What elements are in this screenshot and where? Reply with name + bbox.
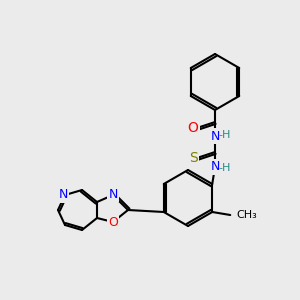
Text: N: N <box>58 188 68 202</box>
Text: N: N <box>210 130 220 142</box>
Text: -H: -H <box>219 130 231 140</box>
Text: S: S <box>189 151 197 165</box>
Text: N: N <box>210 160 220 173</box>
Text: O: O <box>108 215 118 229</box>
Text: N: N <box>108 188 118 200</box>
Text: O: O <box>188 121 198 135</box>
Text: -H: -H <box>219 163 231 173</box>
Text: CH₃: CH₃ <box>236 210 257 220</box>
